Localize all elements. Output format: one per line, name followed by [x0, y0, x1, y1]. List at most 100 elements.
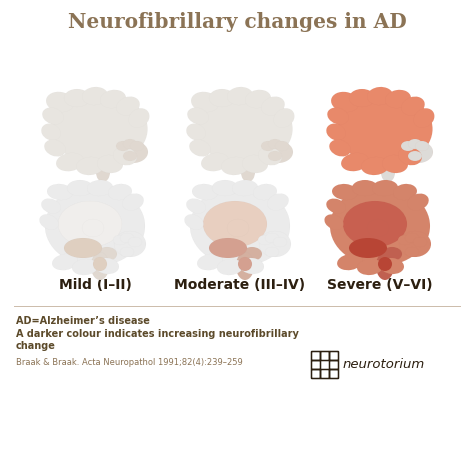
Ellipse shape: [128, 108, 149, 128]
Ellipse shape: [186, 199, 206, 213]
Ellipse shape: [398, 147, 422, 165]
Ellipse shape: [113, 147, 137, 165]
Ellipse shape: [242, 155, 268, 173]
Ellipse shape: [403, 141, 433, 163]
Ellipse shape: [408, 139, 422, 149]
Ellipse shape: [58, 201, 122, 247]
Ellipse shape: [45, 186, 145, 266]
Ellipse shape: [273, 237, 287, 247]
Ellipse shape: [367, 219, 389, 237]
Ellipse shape: [232, 180, 258, 196]
Ellipse shape: [122, 193, 144, 210]
Ellipse shape: [212, 180, 238, 196]
Ellipse shape: [326, 124, 346, 140]
Ellipse shape: [53, 93, 147, 165]
Ellipse shape: [407, 193, 428, 210]
Ellipse shape: [128, 237, 142, 247]
Ellipse shape: [414, 108, 434, 128]
Ellipse shape: [91, 252, 109, 280]
Ellipse shape: [118, 141, 148, 163]
Ellipse shape: [209, 238, 247, 258]
Ellipse shape: [130, 141, 144, 151]
Ellipse shape: [203, 201, 267, 247]
Ellipse shape: [263, 141, 293, 163]
Ellipse shape: [393, 184, 417, 200]
Ellipse shape: [341, 153, 369, 171]
Ellipse shape: [265, 233, 279, 243]
Ellipse shape: [95, 258, 119, 274]
Text: Mild (I–II): Mild (I–II): [59, 278, 131, 292]
Ellipse shape: [361, 157, 389, 175]
Text: Moderate (III–IV): Moderate (III–IV): [174, 278, 306, 292]
Ellipse shape: [116, 97, 140, 115]
Ellipse shape: [189, 140, 210, 156]
Ellipse shape: [240, 258, 264, 274]
Ellipse shape: [76, 157, 104, 175]
Ellipse shape: [245, 90, 271, 108]
Ellipse shape: [97, 155, 123, 173]
Ellipse shape: [343, 201, 407, 247]
Ellipse shape: [236, 252, 254, 280]
Text: Severe (V–VI): Severe (V–VI): [327, 278, 433, 292]
Ellipse shape: [123, 139, 137, 149]
Ellipse shape: [325, 214, 344, 229]
Ellipse shape: [190, 186, 290, 266]
Ellipse shape: [52, 254, 78, 270]
Ellipse shape: [100, 90, 126, 108]
Ellipse shape: [82, 219, 104, 237]
Ellipse shape: [227, 87, 253, 105]
Ellipse shape: [241, 162, 255, 182]
Ellipse shape: [82, 87, 108, 105]
Ellipse shape: [352, 180, 378, 196]
Ellipse shape: [372, 180, 398, 196]
Ellipse shape: [330, 186, 430, 266]
Ellipse shape: [184, 214, 203, 229]
Ellipse shape: [47, 184, 73, 200]
Ellipse shape: [64, 89, 90, 107]
Ellipse shape: [349, 89, 375, 107]
Ellipse shape: [64, 238, 102, 258]
Ellipse shape: [261, 141, 275, 151]
Ellipse shape: [408, 151, 422, 161]
Ellipse shape: [186, 124, 206, 140]
Ellipse shape: [357, 259, 383, 275]
Ellipse shape: [328, 108, 349, 124]
Ellipse shape: [217, 259, 243, 275]
Ellipse shape: [267, 193, 289, 210]
Ellipse shape: [405, 233, 419, 243]
Ellipse shape: [113, 235, 127, 245]
Ellipse shape: [258, 235, 272, 245]
Ellipse shape: [192, 184, 218, 200]
Ellipse shape: [120, 233, 134, 243]
Ellipse shape: [337, 93, 432, 165]
Ellipse shape: [209, 89, 235, 107]
Ellipse shape: [253, 184, 277, 200]
Ellipse shape: [268, 151, 282, 161]
Ellipse shape: [227, 219, 249, 237]
Text: AD=Alzheimer’s disease: AD=Alzheimer’s disease: [16, 316, 150, 326]
Ellipse shape: [41, 199, 61, 213]
Ellipse shape: [415, 141, 429, 151]
Ellipse shape: [116, 141, 130, 151]
Ellipse shape: [326, 199, 346, 213]
Ellipse shape: [329, 140, 351, 156]
Ellipse shape: [399, 231, 431, 257]
Text: Neurofibrillary changes in AD: Neurofibrillary changes in AD: [68, 12, 406, 32]
Ellipse shape: [413, 237, 427, 247]
Ellipse shape: [380, 258, 404, 274]
Ellipse shape: [331, 92, 359, 112]
Ellipse shape: [273, 108, 294, 128]
Ellipse shape: [381, 162, 395, 182]
Ellipse shape: [120, 247, 134, 257]
Ellipse shape: [382, 155, 408, 173]
Text: A darker colour indicates increasing neurofibrillary
change: A darker colour indicates increasing neu…: [16, 329, 299, 351]
Ellipse shape: [114, 231, 146, 257]
Ellipse shape: [259, 231, 291, 257]
Ellipse shape: [191, 92, 219, 112]
Ellipse shape: [258, 147, 282, 165]
Ellipse shape: [72, 259, 98, 275]
Ellipse shape: [39, 214, 58, 229]
Ellipse shape: [398, 235, 412, 245]
Ellipse shape: [378, 257, 392, 271]
Ellipse shape: [108, 184, 132, 200]
